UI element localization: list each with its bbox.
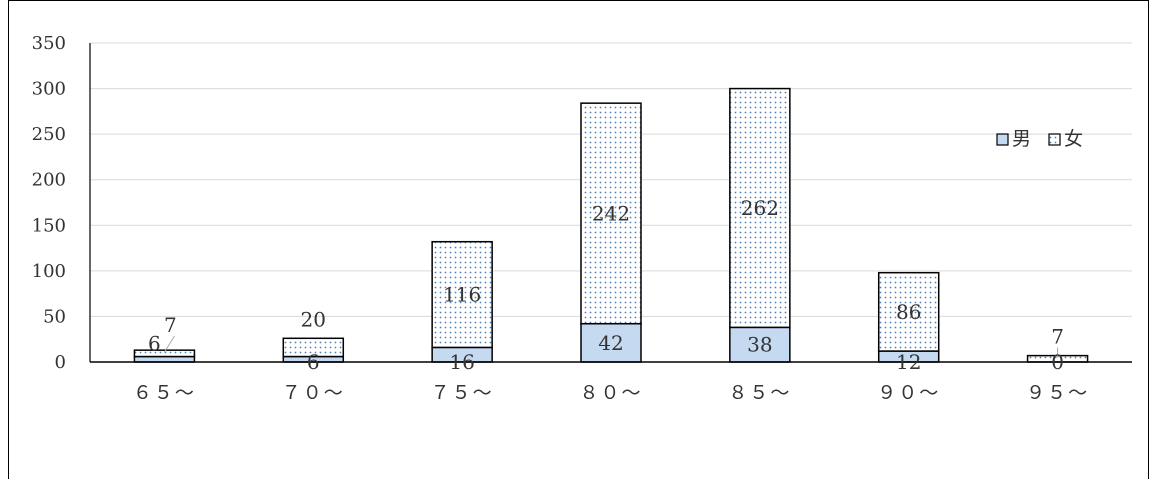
data-label-female: 7 xyxy=(164,313,177,337)
data-label-male: 12 xyxy=(896,350,921,374)
x-category-label: ６５～ xyxy=(133,382,196,404)
x-category-label: ７５～ xyxy=(431,382,494,404)
data-label-male: 0 xyxy=(1051,350,1064,374)
data-label-female: 242 xyxy=(592,201,630,225)
y-tick-label: 150 xyxy=(32,215,66,236)
legend-swatch-male xyxy=(996,133,1009,146)
bar-segment-female xyxy=(877,271,940,352)
y-tick-label: 300 xyxy=(32,79,66,100)
bar-segment-female xyxy=(133,349,196,358)
bar-segment-female xyxy=(282,337,345,358)
y-tick-label: 0 xyxy=(55,352,66,373)
bar-segment-female xyxy=(580,102,642,325)
x-category-label: ８５～ xyxy=(728,382,791,404)
data-label-male: 38 xyxy=(747,333,772,357)
y-tick-label: 100 xyxy=(32,261,66,282)
data-label-male: 42 xyxy=(598,331,623,355)
data-label-female: 262 xyxy=(741,196,779,220)
data-label-male: 6 xyxy=(307,350,320,374)
legend-swatch-female xyxy=(1048,133,1061,146)
data-label-female: 7 xyxy=(1051,325,1064,349)
y-tick-label: 50 xyxy=(43,306,66,327)
data-label-male: 16 xyxy=(449,350,474,374)
data-label-female: 86 xyxy=(896,300,921,324)
x-category-label: ７０～ xyxy=(282,382,345,404)
leader-line xyxy=(164,335,175,353)
chart-frame: 0 50 100 150 200 250 300 350 ６５～ ７０～ ７５～ ８０～ ８５～ ９０～ ９… xyxy=(8,0,1149,479)
legend-label-female: 女 xyxy=(1064,128,1083,150)
x-category-label: ８０～ xyxy=(579,382,642,404)
legend: 男女 xyxy=(996,128,1083,150)
data-label-female: 20 xyxy=(301,307,326,331)
x-category-label: ９０～ xyxy=(877,382,940,404)
y-tick-label: 350 xyxy=(32,33,66,54)
bar-segment-female xyxy=(729,87,791,329)
legend-label-male: 男 xyxy=(1012,128,1031,150)
data-label-male: 6 xyxy=(148,332,161,356)
data-label-female: 116 xyxy=(443,283,481,307)
bar-segment-male xyxy=(133,355,196,363)
bar-segment-female xyxy=(431,240,493,349)
y-tick-label: 250 xyxy=(32,124,66,145)
y-tick-label: 200 xyxy=(32,170,66,191)
x-category-label: ９５～ xyxy=(1026,382,1089,404)
bars xyxy=(133,87,1089,363)
